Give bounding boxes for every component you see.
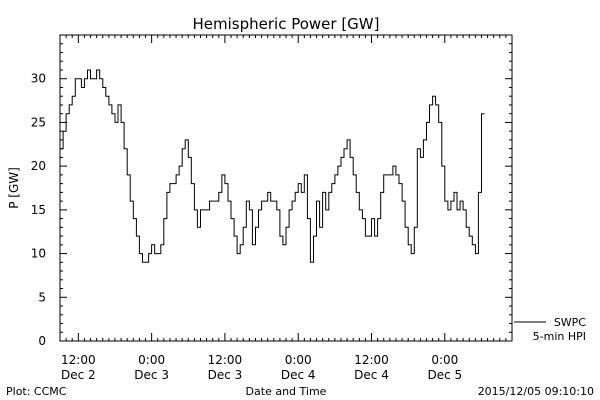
x-tick-label-time: 12:00 xyxy=(61,353,96,367)
y-tick-label: 20 xyxy=(31,159,46,173)
x-tick-label-date: Dec 3 xyxy=(208,368,243,382)
x-tick-label-time: 0:00 xyxy=(138,353,165,367)
x-tick-label-date: Dec 3 xyxy=(134,368,169,382)
y-tick-label: 15 xyxy=(31,203,46,217)
series-line-swpc xyxy=(60,69,485,263)
y-tick-label: 10 xyxy=(31,247,46,261)
x-tick-label-date: Dec 5 xyxy=(427,368,462,382)
footer-left: Plot: CCMC xyxy=(6,385,67,398)
y-axis-label: P [GW] xyxy=(7,167,21,209)
y-axis: 0 5 10 15 20 25 30 xyxy=(31,34,512,348)
x-tick-label-time: 0:00 xyxy=(431,353,458,367)
y-tick-label: 30 xyxy=(31,72,46,86)
legend-5min-hpi: 5-min HPI xyxy=(533,330,586,343)
legend-swpc: SWPC xyxy=(554,316,586,329)
y-tick-label: 25 xyxy=(31,115,46,129)
x-tick-label-date: Dec 2 xyxy=(61,368,96,382)
x-tick-label-time: 12:00 xyxy=(208,353,243,367)
x-tick-label-date: Dec 4 xyxy=(281,368,316,382)
x-axis-label: Date and Time xyxy=(246,385,327,398)
legend: SWPC 5-min HPI xyxy=(514,316,586,343)
x-tick-label-date: Dec 4 xyxy=(354,368,389,382)
chart-title: Hemispheric Power [GW] xyxy=(193,15,380,33)
series-layer xyxy=(60,69,485,263)
footer-right: 2015/12/05 09:10:10 xyxy=(478,385,594,398)
x-tick-label-time: 12:00 xyxy=(354,353,389,367)
y-tick-label: 5 xyxy=(38,290,46,304)
x-tick-label-time: 0:00 xyxy=(285,353,312,367)
y-tick-label: 0 xyxy=(38,334,46,348)
